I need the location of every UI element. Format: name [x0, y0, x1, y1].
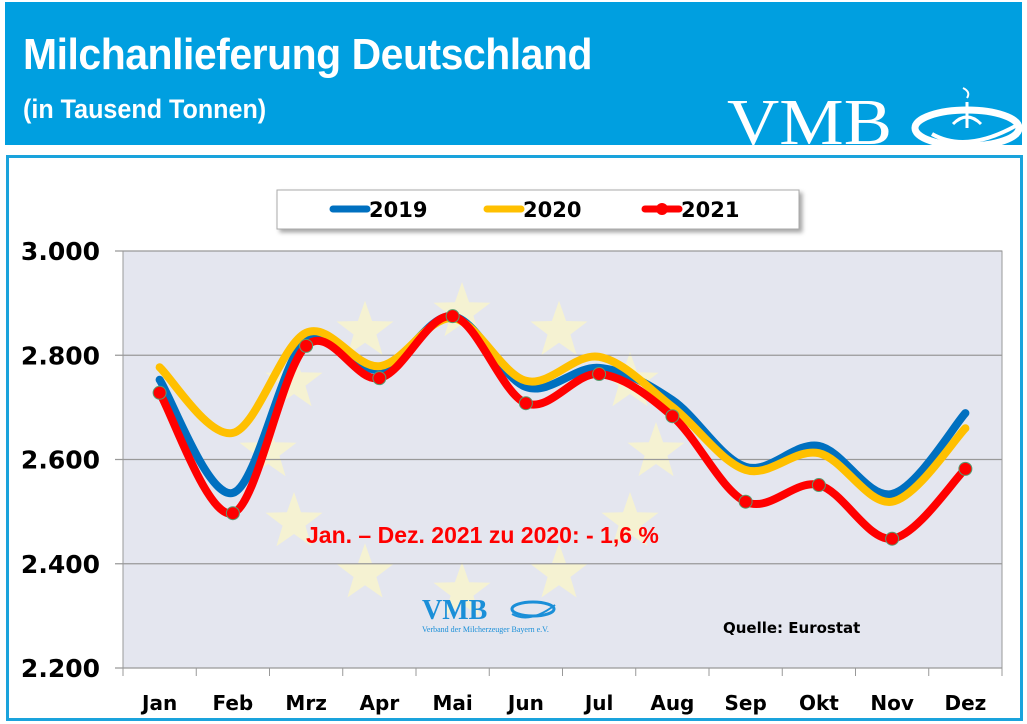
data-point-2021 [299, 338, 314, 353]
series-2021 [152, 309, 973, 546]
data-point-2021 [811, 478, 826, 493]
background-star-icon [265, 492, 323, 547]
y-tick-label: 2.800 [21, 341, 100, 370]
x-tick-label: Nov [870, 691, 914, 715]
background-star-icon [265, 352, 323, 407]
data-point-2021 [665, 409, 680, 424]
x-tick-label: Aug [650, 691, 694, 715]
y-tick-label: 2.600 [21, 446, 100, 475]
y-tick-label: 3.000 [21, 237, 100, 266]
legend-label-2021: 2021 [681, 198, 739, 222]
x-tick-label: Jan [140, 691, 177, 715]
data-point-2021 [225, 506, 240, 521]
page-subtitle: (in Tausend Tonnen) [23, 94, 267, 124]
x-tick-label: Apr [360, 691, 400, 715]
legend-label-2020: 2020 [523, 198, 581, 222]
background-star-icon [627, 422, 685, 477]
vmb-logo: VMB [727, 86, 1023, 148]
background-star-icon [433, 562, 491, 617]
header-banner: Milchanlieferung Deutschland (in Tausend… [5, 2, 1023, 148]
legend-label-2019: 2019 [369, 198, 427, 222]
x-tick-label: Jul [583, 691, 614, 715]
x-tick-label: Okt [799, 691, 839, 715]
data-point-2021 [445, 309, 460, 324]
legend: 2019 2020 2021 [276, 189, 800, 230]
vmb-watermark-logo: VMB Verband der Milcherzeuger Bayern e.V… [422, 595, 556, 634]
series-2020 [155, 314, 970, 506]
data-point-2021 [738, 494, 753, 509]
data-point-2021 [885, 531, 900, 546]
data-point-2021 [592, 367, 607, 382]
data-point-2021 [958, 461, 973, 476]
annotation-text: Jan. – Dez. 2021 zu 2020: - 1,6 % [306, 522, 659, 548]
y-tick-label: 2.400 [21, 550, 100, 579]
data-point-2021 [152, 385, 167, 400]
svg-text:Verband der Milcherzeuger Baye: Verband der Milcherzeuger Bayern e.V. [422, 625, 549, 634]
x-tick-label: Feb [213, 691, 254, 715]
data-point-2021 [372, 371, 387, 386]
x-tick-label: Mrz [285, 691, 326, 715]
svg-text:VMB: VMB [727, 86, 892, 148]
background-star-icon [601, 492, 659, 547]
x-tick-label: Mai [432, 691, 472, 715]
x-tick-label: Jun [506, 691, 544, 715]
source-text: Quelle: Eurostat [723, 619, 860, 637]
background-star-icon [530, 543, 588, 598]
legend-marker-2021 [656, 203, 668, 215]
background-star-icon [336, 300, 394, 355]
background-star-icon [433, 282, 491, 337]
page-title: Milchanlieferung Deutschland [23, 30, 593, 79]
background-star-icon [336, 543, 394, 598]
y-tick-label: 2.200 [21, 654, 100, 683]
x-tick-label: Dez [944, 691, 986, 715]
svg-text:VMB: VMB [422, 595, 487, 626]
x-tick-label: Sep [724, 691, 766, 715]
background-star-icon [530, 300, 588, 355]
series-line-2020 [155, 314, 970, 506]
data-point-2021 [518, 396, 533, 411]
